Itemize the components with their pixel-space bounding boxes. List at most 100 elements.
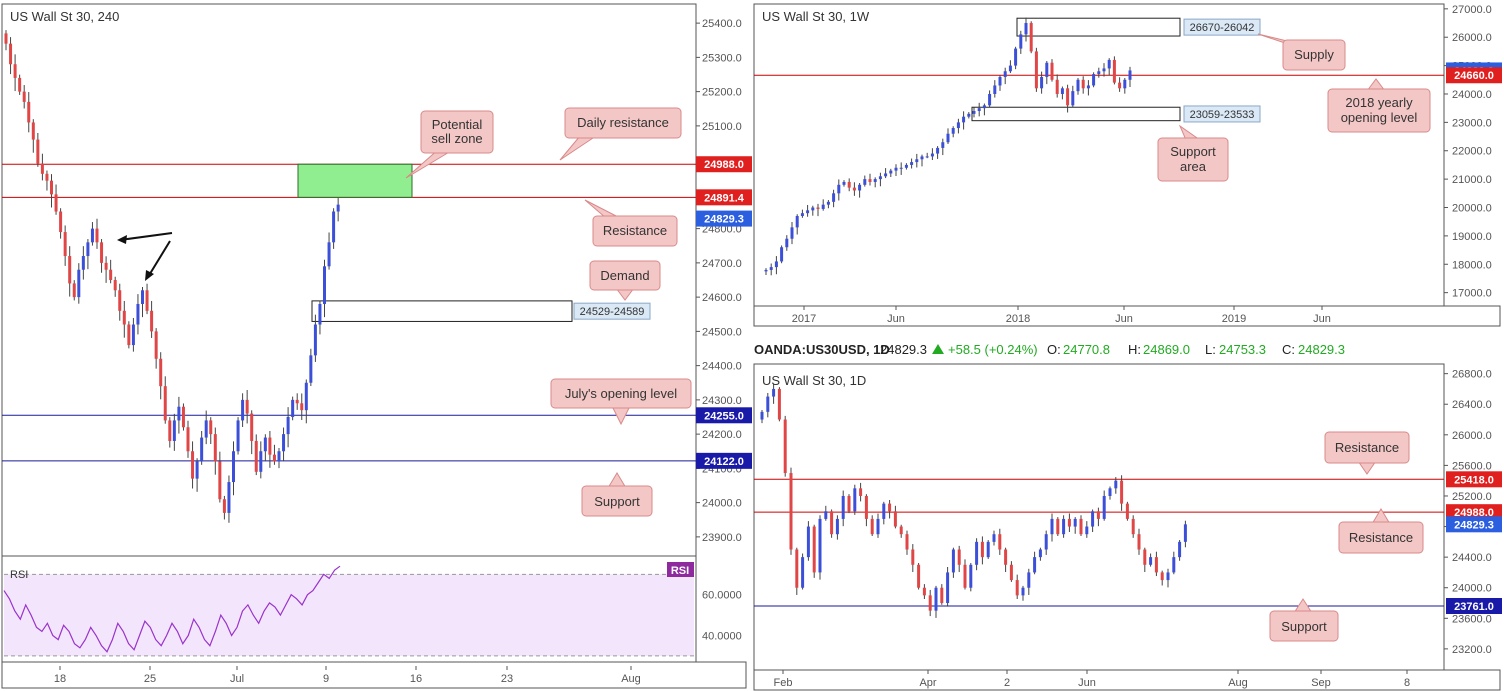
- h4-candle-body: [59, 211, 63, 233]
- daily-candle-body: [1073, 518, 1077, 527]
- daily-time-axis: [753, 669, 1501, 691]
- weekly-candle-body: [1102, 68, 1106, 72]
- info-close-value: 24829.3: [1298, 342, 1345, 357]
- daily-ytick-label: 23200.0: [1452, 644, 1492, 656]
- weekly-zone-label: 23059-23533: [1190, 109, 1255, 121]
- h4-candle-body: [145, 290, 149, 311]
- info-low-value: 24753.3: [1219, 342, 1266, 357]
- h4-candle-body: [245, 399, 249, 414]
- daily-candle-body: [830, 511, 834, 535]
- daily-candle-body: [870, 518, 874, 535]
- rsi-indicator: [3, 565, 694, 657]
- callout-2018-yearly-opening: 2018 yearly opening level: [1327, 78, 1431, 133]
- weekly-candle-body: [962, 116, 966, 123]
- h4-level-tag: [696, 407, 752, 424]
- h4-candle-body: [27, 101, 31, 123]
- daily-candle-body: [899, 526, 903, 535]
- weekly-candle-body: [925, 156, 929, 158]
- daily-ytick-label: 26800.0: [1452, 369, 1492, 381]
- daily-candle-body: [1172, 557, 1176, 573]
- daily-xtick-label: Apr: [919, 677, 936, 689]
- h4-candle-body: [300, 403, 304, 411]
- daily-candle-body: [1062, 518, 1066, 535]
- daily-xtick-label: Sep: [1311, 677, 1331, 689]
- daily-candle-body: [1004, 549, 1008, 565]
- h4-candle-body: [113, 280, 117, 291]
- h4-candle-body: [100, 242, 104, 263]
- daily-candle-body: [1154, 557, 1158, 573]
- daily-candle-body: [766, 396, 770, 412]
- weekly-ytick-label: 27000.0: [1452, 4, 1492, 16]
- daily-candle-body: [1009, 564, 1013, 581]
- weekly-candle-body: [904, 164, 908, 168]
- triangle-up-icon: [932, 344, 944, 354]
- weekly-candle-body: [821, 204, 825, 209]
- daily-candle-body: [911, 549, 915, 565]
- weekly-candle-body: [1123, 79, 1127, 89]
- weekly-candle-body: [1071, 91, 1075, 106]
- daily-candle-body: [1120, 480, 1124, 504]
- daily-ytick-label: 26000.0: [1452, 430, 1492, 442]
- h4-candle-body: [31, 122, 35, 140]
- h4-candle-body: [327, 242, 331, 267]
- callout-support-area: Support area: [1157, 124, 1229, 182]
- h4-candle-body: [90, 228, 94, 243]
- callout-sell-zone-line2: sell zone: [431, 131, 482, 146]
- daily-chart-title: US Wall St 30, 1D: [762, 373, 866, 388]
- daily-candle-body: [806, 526, 810, 558]
- daily-candle-body: [986, 541, 990, 558]
- h4-candle-body: [36, 139, 40, 164]
- h4-candle-body: [277, 451, 281, 462]
- weekly-candles: [764, 17, 1132, 276]
- h4-candle-body: [259, 451, 263, 472]
- daily-candle-body: [917, 564, 921, 588]
- rsi-ytick-label: 40.0000: [702, 631, 742, 643]
- h4-candle-body: [313, 324, 317, 356]
- callout-julys-opening-label: July's opening level: [565, 386, 677, 401]
- daily-candle-body: [980, 541, 984, 558]
- h4-candle-body: [295, 399, 299, 404]
- callout-daily-resistance-upper: Resistance: [1324, 431, 1410, 475]
- h4-candle-body: [268, 437, 272, 455]
- callout-yearly-line2: opening level: [1341, 110, 1418, 125]
- weekly-zone-box: [971, 106, 1181, 122]
- daily-candle-body: [859, 488, 863, 496]
- weekly-candle-body: [780, 247, 784, 262]
- h4-candle-body: [18, 77, 22, 92]
- h4-candle-body: [63, 232, 67, 257]
- h4-candles: [4, 30, 340, 523]
- h4-ytick-label: 25300.0: [702, 52, 742, 64]
- weekly-candle-body: [951, 128, 955, 134]
- daily-candle-body: [1160, 572, 1164, 581]
- daily-candle-body: [760, 411, 764, 420]
- weekly-chart-title: US Wall St 30, 1W: [762, 9, 870, 24]
- weekly-candle-body: [1128, 70, 1132, 80]
- h4-candle-body: [77, 269, 81, 298]
- h4-candle-body: [72, 283, 76, 298]
- daily-candle-body: [853, 488, 857, 512]
- info-price: 24829.3: [880, 342, 927, 357]
- callout-sell-zone-line1: Potential: [432, 117, 483, 132]
- weekly-candle-body: [884, 173, 888, 177]
- daily-candle-body: [1038, 549, 1042, 558]
- weekly-candle-body: [858, 184, 862, 191]
- h4-zone-box: [311, 300, 573, 322]
- daily-candle-body: [1108, 488, 1112, 496]
- callout-support-h4: Support: [581, 472, 653, 517]
- weekly-candle-body: [832, 193, 836, 202]
- h4-candle-body: [104, 262, 108, 270]
- rsi-line: [3, 565, 341, 653]
- weekly-candle-body: [1086, 85, 1090, 89]
- weekly-candle-body: [837, 184, 841, 194]
- weekly-candle-body: [1118, 82, 1122, 89]
- weekly-candle-body: [920, 156, 924, 160]
- weekly-candle-body: [811, 207, 815, 211]
- weekly-ytick-label: 17000.0: [1452, 288, 1492, 300]
- daily-candle-body: [934, 587, 938, 611]
- rsi-badge-label: RSI: [671, 565, 689, 577]
- weekly-ytick-label: 22000.0: [1452, 146, 1492, 158]
- daily-candle-body: [1143, 549, 1147, 565]
- daily-xtick-label: 8: [1404, 677, 1410, 689]
- h4-candle-body: [227, 482, 231, 513]
- h4-candle-body: [154, 331, 158, 359]
